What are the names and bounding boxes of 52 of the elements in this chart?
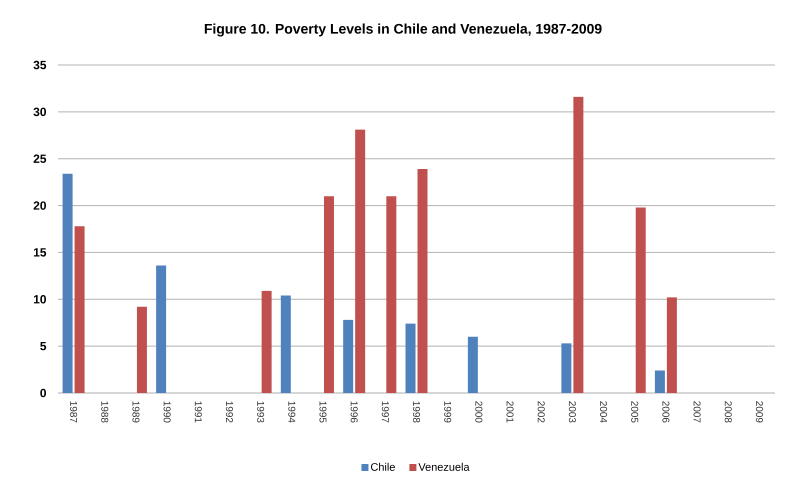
y-tick-label: 30	[33, 108, 46, 116]
bar	[156, 266, 166, 393]
y-tick-label: 35	[33, 60, 46, 70]
bar	[636, 207, 646, 393]
legend-label: Venezuela	[418, 462, 470, 471]
bar	[468, 336, 478, 393]
x-tick-label: 1989	[132, 402, 140, 422]
x-tick-label: 2000	[475, 401, 482, 423]
y-tick-label: 0	[40, 388, 46, 398]
x-tick-label: 1993	[257, 402, 264, 422]
bar	[666, 297, 677, 393]
x-tick-label: 2007	[694, 401, 701, 422]
x-tick-label: 1997	[382, 402, 389, 422]
bar	[324, 196, 334, 393]
bar	[561, 343, 572, 393]
bar	[573, 96, 584, 393]
legend-label: Chile	[370, 462, 395, 471]
x-tick-label: 2008	[724, 401, 732, 422]
x-tick-label: 2003	[568, 401, 576, 422]
y-tick-label: 10	[34, 295, 46, 304]
bar	[386, 196, 396, 393]
x-tick-label: 1987	[70, 402, 78, 422]
y-tick-label: 25	[34, 154, 46, 163]
chart-title: Figure 10. Poverty Levels in Chile and Venezuela, 1987-2009	[204, 23, 602, 37]
x-tick-label: 1994	[288, 402, 296, 423]
x-tick-label: 2001	[506, 401, 514, 422]
x-tick-label: 1999	[444, 402, 452, 422]
x-tick-label: 1996	[350, 402, 358, 422]
x-tick-label: 1995	[319, 402, 327, 423]
bar	[654, 370, 665, 393]
y-tick-label: 5	[40, 342, 46, 350]
x-tick-label: 2002	[538, 401, 545, 422]
bar	[74, 226, 85, 393]
x-tick-label: 2009	[756, 401, 763, 422]
bar	[62, 174, 73, 393]
x-tick-label: 1988	[101, 402, 108, 422]
bar	[136, 306, 147, 393]
bar	[355, 130, 366, 393]
bar	[262, 290, 272, 393]
y-tick-label: 15	[34, 248, 46, 257]
bar	[280, 296, 291, 393]
bar	[418, 169, 428, 393]
x-tick-label: 1991	[194, 402, 202, 422]
x-tick-label: 2006	[662, 401, 670, 422]
y-tick-label: 20	[34, 201, 46, 210]
x-tick-label: 1998	[412, 402, 420, 422]
x-tick-label: 2005	[631, 401, 638, 423]
bar	[343, 320, 354, 393]
x-tick-label: 2004	[600, 401, 608, 423]
x-tick-label: 1990	[164, 402, 171, 423]
x-tick-label: 1992	[226, 402, 233, 422]
bar	[406, 324, 416, 393]
